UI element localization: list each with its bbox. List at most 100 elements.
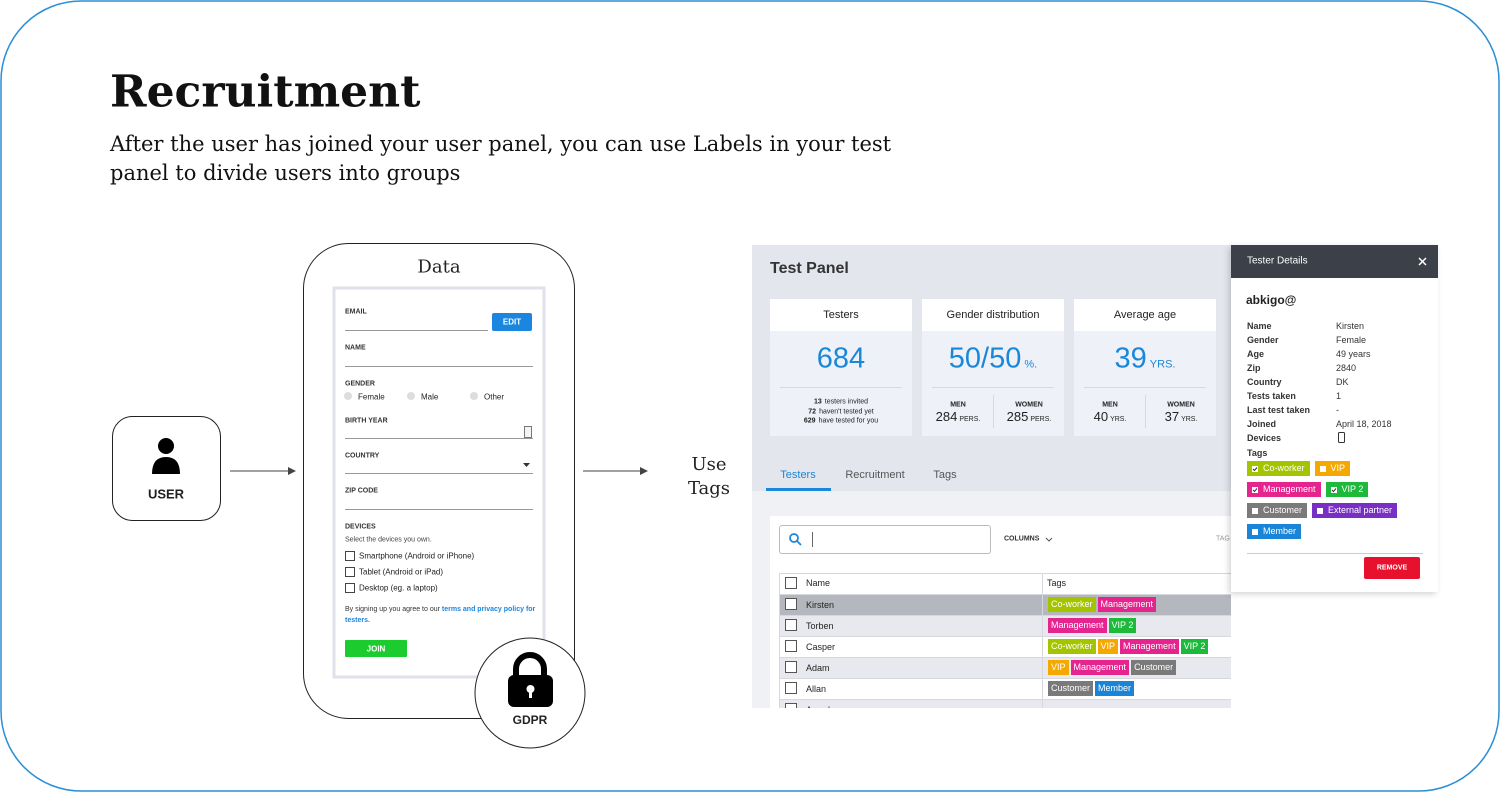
split-unit: PERS. — [959, 416, 981, 423]
tag-chip[interactable]: Management — [1247, 482, 1321, 497]
field-label: EMAIL — [345, 308, 367, 316]
stat-text: haven't tested yet — [819, 408, 874, 415]
tag: Co-worker — [1048, 597, 1096, 612]
radio-label: Male — [421, 392, 439, 402]
split-value-wrap: 40 YRS. — [1094, 408, 1127, 426]
tag-chip[interactable]: VIP — [1314, 461, 1351, 476]
checkbox-label: Smartphone (Android or iPhone) — [359, 551, 475, 561]
split-value: 285 — [1006, 409, 1029, 424]
tag-list: Co-worker VIP Management VIP 2 — [1048, 639, 1228, 654]
checked-box — [1252, 465, 1258, 472]
card-header — [922, 299, 1064, 331]
input-line — [345, 438, 533, 439]
search-box — [779, 525, 991, 554]
checkbox — [785, 577, 797, 589]
keyhole — [529, 689, 532, 698]
field-label: Tests taken — [1247, 391, 1296, 401]
field-value: DK — [1336, 377, 1349, 387]
stat-text: have tested for you — [818, 417, 879, 425]
radio-label: Other — [484, 392, 505, 402]
details-divider — [1247, 553, 1423, 554]
tag: Customer — [1048, 681, 1094, 696]
stat-count: 72 — [808, 408, 817, 415]
tag-chip[interactable]: Co-worker — [1247, 461, 1310, 476]
tag-label: Management — [1263, 484, 1316, 494]
checkbox — [785, 682, 797, 694]
caret — [1045, 537, 1053, 542]
field-label: Gender — [1247, 335, 1279, 345]
tag-list: Co-worker Management — [1048, 597, 1228, 612]
join-button — [345, 640, 407, 657]
split-divider — [1145, 395, 1146, 428]
tag: Co-worker — [1048, 639, 1096, 654]
tag-list: Customer Member — [1048, 681, 1228, 696]
checkbox-label: Tablet (Android or iPad) — [359, 567, 444, 577]
checkbox — [1252, 507, 1258, 514]
radio — [470, 392, 478, 400]
checkbox — [345, 567, 355, 577]
check — [1252, 487, 1258, 492]
split-value-wrap: 37 YRS. — [1165, 408, 1198, 426]
tag: Management — [1097, 597, 1157, 612]
stat-line: 13 testers invited — [814, 399, 868, 406]
column-header: Name — [806, 578, 831, 588]
split-value-wrap: 285 PERS. — [1007, 408, 1052, 426]
checkbox — [785, 619, 797, 631]
hint: Select the devices you own. — [345, 536, 432, 544]
tag: Member — [1095, 681, 1135, 696]
user-icon-head — [158, 438, 174, 454]
field-label: ZIP CODE — [345, 487, 378, 495]
tag-list: Management VIP 2 — [1048, 618, 1228, 633]
checkbox — [1317, 507, 1324, 514]
tag-list: VIP Management Customer — [1048, 660, 1228, 675]
card-value: 39 — [1114, 342, 1147, 375]
tag: Management — [1070, 660, 1130, 675]
user-icon-body — [152, 457, 180, 474]
tester-name: Arendse — [806, 705, 840, 709]
split-label: MEN — [950, 401, 966, 409]
tag-label: VIP — [1330, 463, 1346, 473]
input-line — [345, 473, 533, 474]
tag: VIP 2 — [1180, 639, 1209, 654]
handle — [796, 540, 802, 546]
split-label: WOMEN — [1015, 401, 1043, 409]
checked-box — [1252, 486, 1258, 493]
tester-name: Casper — [806, 641, 836, 652]
checkbox — [345, 551, 355, 561]
search-icon — [789, 533, 802, 546]
tag-chip[interactable]: External partner — [1312, 503, 1398, 518]
checkbox — [785, 703, 797, 708]
stat-line: 629 have tested for you — [804, 418, 878, 425]
tag-label: Customer — [1263, 505, 1303, 515]
tag-chip[interactable]: Customer — [1247, 503, 1308, 518]
check-mark — [1331, 487, 1336, 492]
lens — [789, 533, 799, 543]
arrow-head — [288, 467, 296, 475]
caret — [523, 463, 530, 467]
tab: Recruitment — [845, 469, 905, 481]
tag-chip[interactable]: Member — [1247, 524, 1302, 539]
tag: Management — [1048, 618, 1107, 633]
remove-button[interactable] — [1364, 557, 1420, 579]
tester-name: Allan — [806, 683, 827, 694]
table-border — [779, 573, 780, 708]
checkbox — [785, 598, 797, 610]
tester-name: Torben — [806, 620, 834, 631]
radio-label: Female — [358, 392, 385, 402]
terms-link: terms and privacy policy for testers. — [345, 606, 536, 624]
tag-chip[interactable]: VIP 2 — [1325, 482, 1369, 497]
field-value: Female — [1336, 335, 1367, 345]
card-title: Gender distribution — [946, 309, 1040, 321]
stat-count: 13 — [814, 398, 822, 406]
radio — [407, 392, 415, 400]
tag: Management — [1120, 639, 1179, 654]
tag-label: Member — [1263, 526, 1297, 536]
stat-text: testers invited — [824, 398, 868, 406]
radio — [344, 392, 352, 400]
lock-shackle — [513, 652, 547, 677]
tag: VIP — [1048, 660, 1069, 675]
details-panel: Tester Details abkigo@ Name Kirsten Gender Fe… — [1231, 245, 1438, 592]
split-unit: YRS. — [1181, 416, 1198, 423]
tag: Customer — [1131, 660, 1177, 675]
field-label: BIRTH YEAR — [345, 417, 388, 425]
